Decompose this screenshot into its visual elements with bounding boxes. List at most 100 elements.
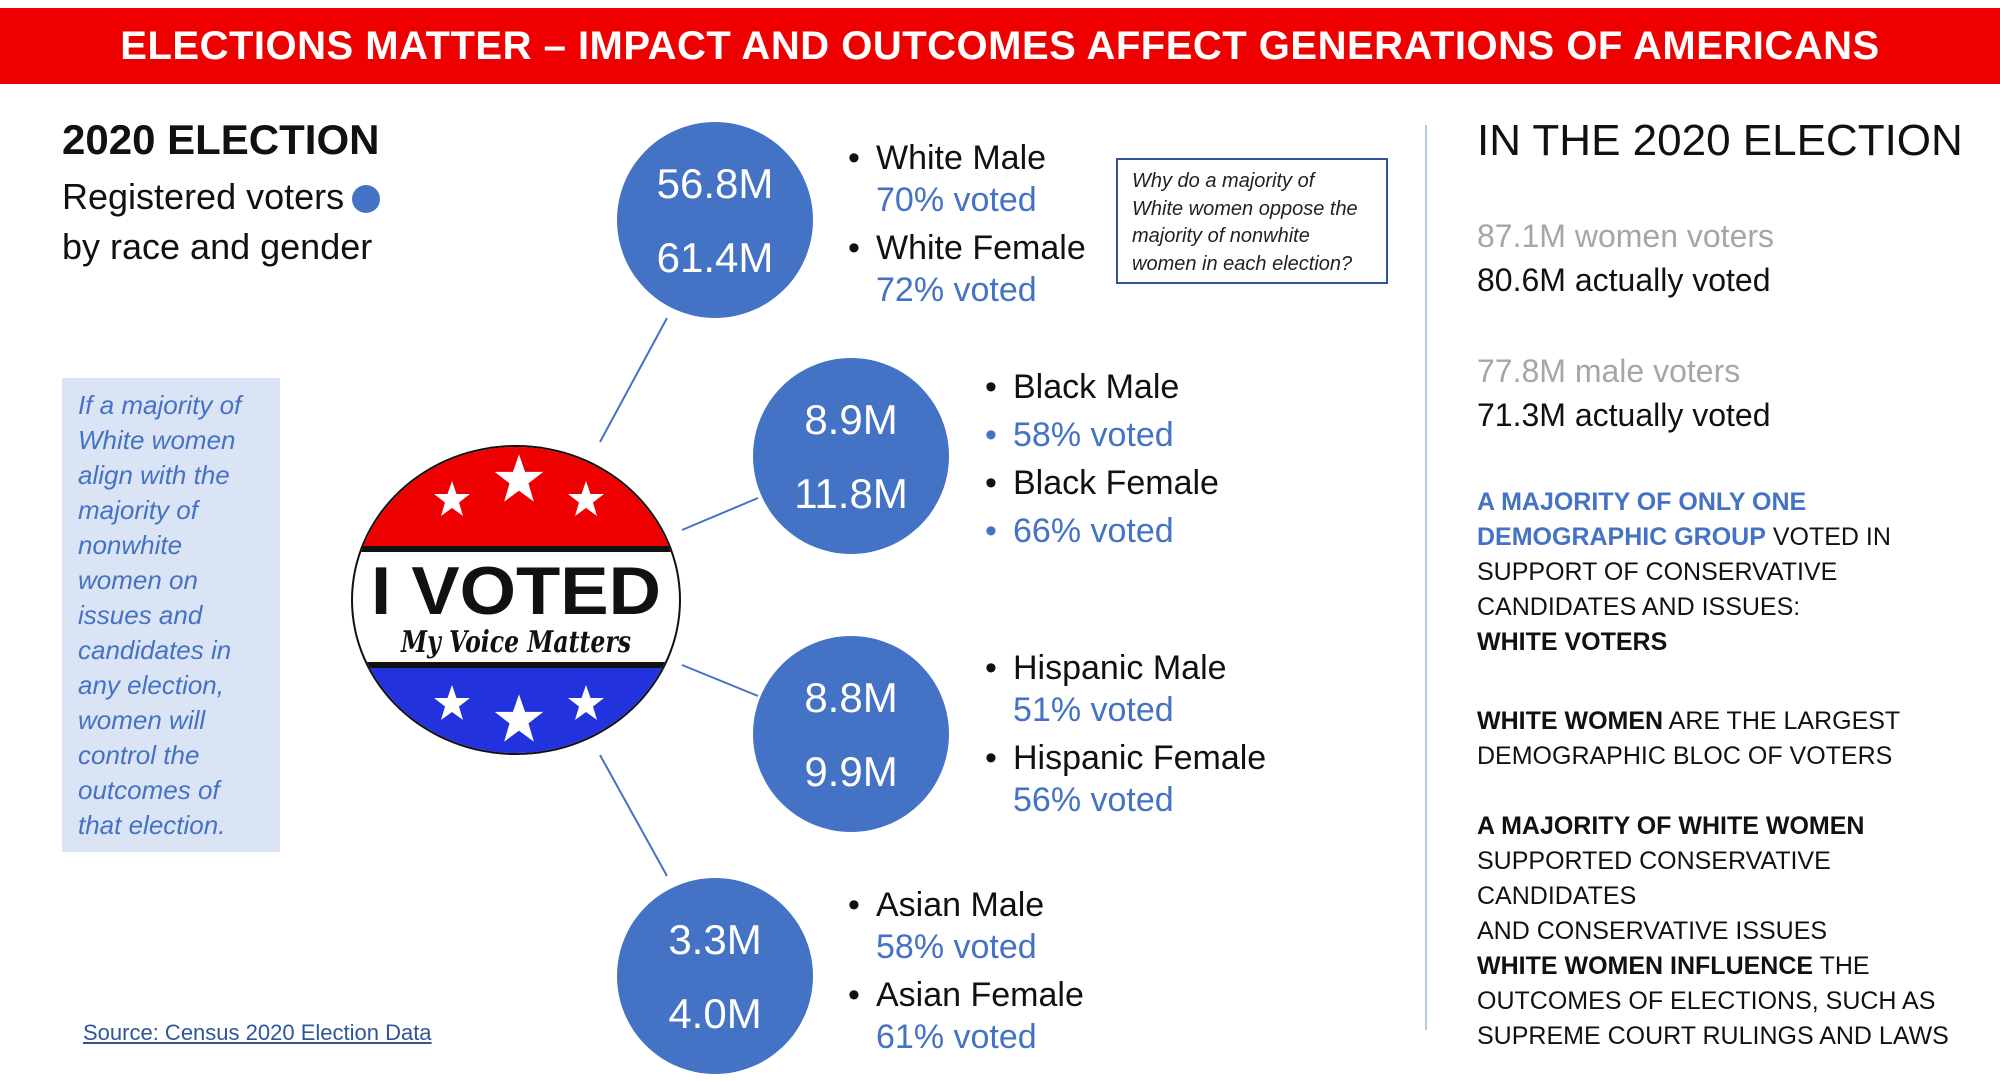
star-icon [494, 454, 544, 502]
star-icon [434, 685, 470, 720]
asian-male-count: 3.3M [668, 916, 762, 963]
group-hispanic-labels: • Hispanic Male 51% voted • Hispanic Femal… [985, 647, 1267, 821]
question-box: Why do a majority of White women oppose … [1116, 158, 1388, 284]
left-subtitle-line2: by race and gender [62, 226, 373, 267]
asian-female-pct: 61% voted [876, 1018, 1037, 1056]
p1-text: SUPPORT OF CONSERVATIVE [1477, 558, 1838, 586]
right-paragraph-2: WHITE WOMEN ARE THE LARGEST DEMOGRAPHIC … [1477, 704, 1977, 774]
white-male-pct: 70% voted [876, 181, 1037, 219]
hispanic-female-label: Hispanic Female [1013, 739, 1267, 777]
p1-text: VOTED IN [1765, 523, 1891, 551]
p4-text: SUPREME COURT RULINGS AND LAWS [1477, 1022, 1949, 1050]
black-female-pct: 66% voted [1013, 512, 1174, 550]
bullet-icon: • [985, 739, 997, 777]
hispanic-male-count: 8.8M [804, 674, 898, 721]
source-link[interactable]: Source: Census 2020 Election Data [83, 1020, 432, 1045]
asian-male-pct: 58% voted [876, 928, 1037, 966]
women-registered: 87.1M women voters [1477, 218, 1775, 254]
bullet-icon: • [848, 139, 860, 177]
callout-line: issues and [78, 600, 203, 630]
asian-male-label: Asian Male [876, 886, 1045, 924]
p1-text: CANDIDATES AND ISSUES: [1477, 593, 1801, 621]
star-icon [434, 481, 470, 516]
left-heading: 2020 ELECTION [62, 116, 380, 163]
group-asian-labels: • Asian Male 58% voted • Asian Female 61% … [848, 884, 1084, 1058]
question-line: women in each election? [1132, 252, 1353, 275]
p3-text: AND CONSERVATIVE ISSUES [1477, 917, 1828, 945]
callout-line: If a majority of [78, 390, 242, 420]
connector-line-white [599, 317, 668, 443]
bullet-icon: • [848, 886, 860, 924]
i-voted-badge: I VOTED My Voice Matters [351, 445, 681, 755]
right-paragraph-4: WHITE WOMEN INFLUENCE THE OUTCOMES OF EL… [1477, 949, 1987, 1054]
hispanic-female-count: 9.9M [804, 748, 898, 795]
asian-female-count: 4.0M [668, 990, 762, 1037]
connector-line-asian [599, 754, 668, 877]
circle-asian: 3.3M 4.0M [617, 878, 813, 1074]
p1-highlight: DEMOGRAPHIC GROUP [1477, 523, 1766, 551]
banner-title: ELECTIONS MATTER – IMPACT AND OUTCOMES A… [120, 23, 1880, 68]
connector-line-hispanic [681, 664, 759, 697]
right-heading: IN THE 2020 ELECTION [1477, 116, 1963, 165]
right-paragraph-1: A MAJORITY OF ONLY ONE DEMOGRAPHIC GROUP… [1477, 485, 1977, 660]
p1-bold: WHITE VOTERS [1477, 628, 1668, 656]
connector-line-black [681, 497, 759, 531]
p3-bold: A MAJORITY OF WHITE WOMEN [1477, 812, 1865, 840]
divider [1425, 125, 1427, 1030]
p4-bold: WHITE WOMEN INFLUENCE [1477, 952, 1814, 980]
men-voted: 71.3M actually voted [1477, 397, 1771, 433]
left-subtitle-text: Registered voters [62, 176, 345, 217]
bullet-icon: • [985, 512, 997, 550]
callout-line: any election, [78, 670, 224, 700]
callout-line: candidates in [78, 635, 232, 665]
callout-line: align with the [78, 460, 230, 490]
bullet-icon: • [985, 464, 997, 502]
bullet-icon: • [848, 976, 860, 1014]
question-line: majority of nonwhite [1132, 225, 1310, 247]
hispanic-male-label: Hispanic Male [1013, 649, 1227, 687]
bullet-icon: • [985, 368, 997, 406]
black-male-count: 8.9M [804, 396, 898, 443]
white-male-count: 56.8M [656, 160, 774, 207]
bullet-icon: • [985, 649, 997, 687]
p2-bold: WHITE WOMEN [1477, 707, 1664, 735]
p3-text: SUPPORTED CONSERVATIVE CANDIDATES [1477, 847, 1831, 910]
callout-text: If a majority of White women align with … [78, 388, 280, 843]
white-female-label: White Female [876, 229, 1086, 267]
hispanic-male-pct: 51% voted [1013, 691, 1174, 729]
callout-line: outcomes of [78, 775, 220, 805]
question-line: White women oppose the [1132, 197, 1358, 220]
asian-female-label: Asian Female [876, 976, 1084, 1014]
bullet-icon: • [848, 229, 860, 267]
callout-line: nonwhite [78, 530, 183, 560]
men-registered: 77.8M male voters [1477, 353, 1741, 389]
circle-hispanic: 8.8M 9.9M [753, 636, 949, 832]
group-white-labels: • White Male 70% voted • White Female 72% … [848, 137, 1086, 311]
black-female-label: Black Female [1013, 464, 1219, 502]
group-black-labels: • Black Male • 58% voted • Black Female • 66… [985, 366, 1219, 558]
p2-text: DEMOGRAPHIC BLOC OF VOTERS [1477, 742, 1893, 770]
bullet-icon: • [985, 416, 997, 454]
circle-black: 8.9M 11.8M [753, 358, 949, 554]
circle-white: 56.8M 61.4M [617, 122, 813, 318]
black-male-pct: 58% voted [1013, 416, 1174, 454]
white-female-pct: 72% voted [876, 271, 1037, 309]
women-voted: 80.6M actually voted [1477, 262, 1771, 298]
white-male-label: White Male [876, 139, 1047, 177]
star-icon [568, 685, 604, 720]
question-line: Why do a majority of [1132, 170, 1315, 192]
left-subtitle-line1: Registered voters [62, 172, 381, 222]
right-paragraph-3: A MAJORITY OF WHITE WOMEN SUPPORTED CONS… [1477, 809, 1987, 949]
star-icon [494, 694, 544, 742]
white-female-count: 61.4M [656, 234, 774, 281]
badge-tagline: My Voice Matters [400, 625, 631, 660]
callout-line: that election. [78, 810, 226, 840]
p4-text: OUTCOMES OF ELECTIONS, SUCH AS [1477, 987, 1936, 1015]
callout-line: White women [78, 425, 236, 455]
black-male-label: Black Male [1013, 368, 1180, 406]
callout-line: women will [78, 705, 206, 735]
black-female-count: 11.8M [794, 470, 908, 517]
callout-line: majority of [78, 495, 198, 525]
star-icon [568, 481, 604, 516]
